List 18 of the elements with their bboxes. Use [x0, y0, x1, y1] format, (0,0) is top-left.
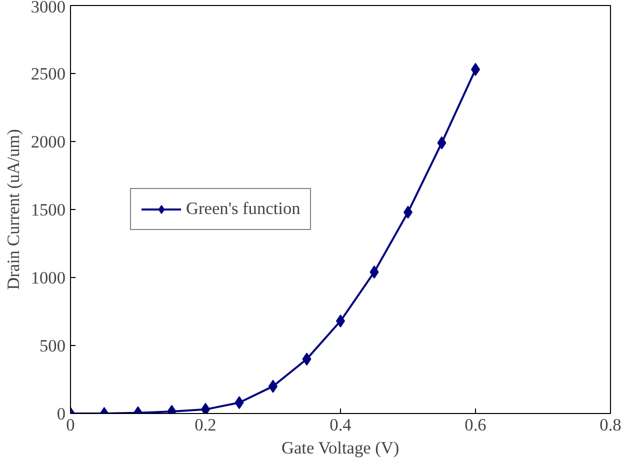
point	[201, 402, 210, 414]
x-tick-label: 0.6	[464, 416, 487, 434]
x-axis-title: Gate Voltage (V)	[281, 438, 400, 458]
point	[370, 266, 379, 279]
point	[234, 396, 244, 410]
x-tick-label: 0.2	[194, 416, 216, 434]
y-tick-label: 2500	[30, 64, 66, 84]
y-tick-label: 1000	[30, 268, 66, 288]
y-tick-label: 2000	[30, 132, 66, 152]
point	[437, 136, 446, 150]
y-tick-label: 3000	[30, 0, 66, 16]
y-tick-label: 1500	[30, 200, 66, 220]
y-axis-title: Drain Current (uA/um)	[4, 128, 23, 290]
y-tick-label: 500	[40, 336, 66, 356]
point	[302, 352, 312, 366]
x-tick-label: 0.8	[600, 416, 622, 434]
legend-label: Green's function	[186, 199, 300, 219]
x-tick-label: 0.4	[330, 416, 352, 434]
